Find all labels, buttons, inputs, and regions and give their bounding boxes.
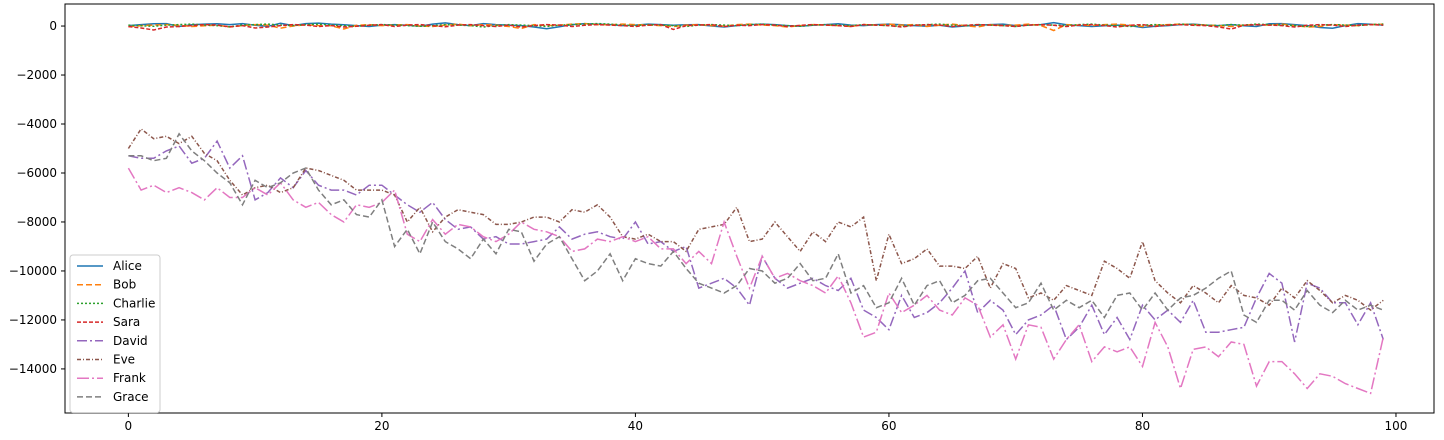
legend-label-frank: Frank <box>113 371 146 385</box>
legend-label-sara: Sara <box>113 315 140 329</box>
x-tick-label: 0 <box>125 419 133 433</box>
y-tick-label: 0 <box>49 19 57 33</box>
series-line-david <box>128 139 1385 343</box>
series-line-sara <box>128 23 1384 31</box>
x-tick-label: 40 <box>628 419 643 433</box>
series-line-frank <box>127 167 1385 395</box>
x-tick-label: 100 <box>1385 419 1408 433</box>
legend-label-eve: Eve <box>113 353 135 367</box>
y-tick-label: −4000 <box>16 117 57 131</box>
y-tick-label: −14000 <box>9 362 57 376</box>
plot-frame <box>64 3 1435 414</box>
y-tick-label: −2000 <box>16 68 57 82</box>
series-line-grace <box>128 132 1384 324</box>
x-tick-label: 80 <box>1135 419 1150 433</box>
y-tick-label: −12000 <box>9 313 57 327</box>
legend-label-grace: Grace <box>113 390 149 404</box>
x-tick-label: 20 <box>374 419 389 433</box>
legend-label-alice: Alice <box>113 259 142 273</box>
series-line-eve <box>127 127 1384 312</box>
legend-label-david: David <box>113 334 148 348</box>
legend-label-bob: Bob <box>113 278 136 292</box>
y-tick-label: −10000 <box>9 264 57 278</box>
y-tick-label: −6000 <box>16 166 57 180</box>
x-tick-label: 60 <box>881 419 896 433</box>
legend-label-charlie: Charlie <box>113 296 155 310</box>
y-tick-label: −8000 <box>16 215 57 229</box>
legend-box <box>69 254 161 414</box>
